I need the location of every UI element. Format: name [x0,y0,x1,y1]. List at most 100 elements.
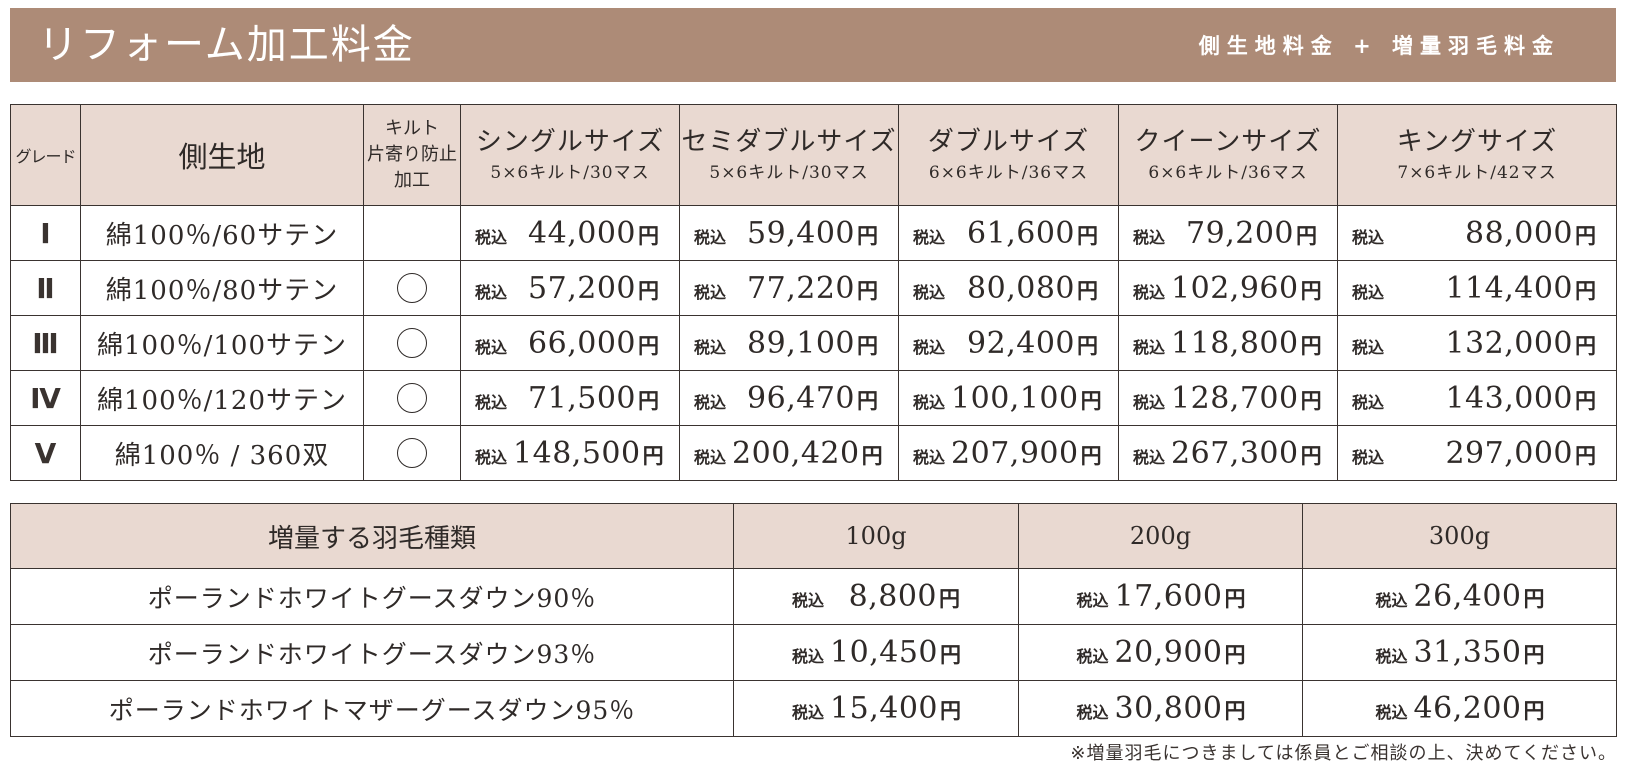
price-amount: 102,960 [1171,270,1299,306]
price-value: 税込 79,200 円 [1133,216,1317,251]
tax-label: 税込 [694,392,727,412]
tax-label: 税込 [913,337,946,357]
yen-label: 円 [861,443,883,468]
tax-label: 税込 [1352,227,1385,247]
header-quilt-label: キルト 片寄り防止 加工 [367,118,457,191]
size-name: ダブルサイズ [927,127,1090,157]
yen-label: 円 [1224,699,1246,723]
size-spec: 6×6キルト/36マス [928,163,1089,183]
price-cell: 税込 71,500 円 [460,370,680,426]
price-value: 税込 46,200 円 [1376,691,1545,726]
grade-cell: Ⅲ [10,315,81,371]
tax-label: 税込 [475,282,508,302]
yen-label: 円 [1077,223,1098,248]
table-row: Ⅲ 綿100％/100サテン 税込 66,000 円税込 89,100 円税込 92,400 円… [10,315,1617,371]
price-value: 税込 80,080 円 [913,271,1098,306]
price-cell: 税込 59,400 円 [679,205,899,261]
price-cell: 税込 148,500 円 [460,425,680,481]
tax-label: 税込 [1076,591,1109,610]
yen-label: 円 [1224,587,1246,611]
price-amount: 10,450 [830,635,938,670]
price-value: 税込 44,000 円 [475,216,659,251]
yen-label: 円 [1575,443,1596,468]
price-cell: 税込 128,700 円 [1118,370,1338,426]
grade-cell: Ⅳ [10,370,81,426]
header-grade: グレード [10,104,81,206]
price-value: 税込 114,400 円 [1352,271,1596,306]
header-size-double: ダブルサイズ 6×6キルト/36マス [898,104,1119,206]
price-amount: 80,080 [967,270,1075,306]
tax-label: 税込 [1076,647,1109,666]
circle-mark-icon [397,383,427,413]
price-value: 税込 17,600 円 [1076,579,1246,614]
table-row: Ⅰ 綿100％/60サテン 税込 44,000 円税込 59,400 円税込 61,600 円税… [10,205,1617,261]
price-cell: 税込 100,100 円 [898,370,1119,426]
price-table: グレード 側生地 キルト 片寄り防止 加工 シングルサイズ 5×6キルト/30マ… [10,104,1617,481]
price-value: 税込 20,900 円 [1076,635,1246,670]
price-amount: 15,400 [830,691,938,726]
price-table-body: Ⅰ 綿100％/60サテン 税込 44,000 円税込 59,400 円税込 61,600 円税… [10,205,1617,481]
price-amount: 66,000 [528,325,636,361]
price-amount: 89,100 [747,325,855,361]
size-name: キングサイズ [1396,127,1558,157]
price-amount: 88,000 [1465,215,1573,251]
yen-label: 円 [857,388,878,413]
header-quilt: キルト 片寄り防止 加工 [363,104,461,206]
fabric-cell: 綿100％/60サテン [80,205,364,261]
tax-label: 税込 [1133,227,1166,247]
yen-label: 円 [857,333,878,358]
price-value: 税込 77,220 円 [694,271,878,306]
price-amount: 31,350 [1413,635,1522,670]
header-size-king: キングサイズ 7×6キルト/42マス [1337,104,1617,206]
size-spec: 7×6キルト/42マス [1397,163,1557,183]
price-value: 税込 148,500 円 [475,435,664,471]
tax-label: 税込 [694,447,727,467]
price-amount: 207,900 [951,435,1079,471]
price-cell: 税込 88,000 円 [1337,205,1617,261]
price-amount: 77,220 [747,270,855,306]
price-cell: 税込 30,800 円 [1018,680,1303,737]
price-value: 税込 297,000 円 [1352,436,1596,471]
price-amount: 30,800 [1114,691,1223,726]
yen-label: 円 [638,333,659,358]
fabric-cell: 綿100％ / 360双 [80,425,364,481]
table-row: Ⅱ 綿100％/80サテン 税込 57,200 円税込 77,220 円税込 80,080 円税… [10,260,1617,316]
price-cell: 税込 132,000 円 [1337,315,1617,371]
tax-label: 税込 [694,282,727,302]
price-value: 税込 118,800 円 [1133,326,1322,361]
yen-label: 円 [1300,388,1322,413]
price-table-header-row: グレード 側生地 キルト 片寄り防止 加工 シングルサイズ 5×6キルト/30マ… [10,104,1617,206]
header-gram-300: 300g [1302,503,1617,569]
size-name: シングルサイズ [475,127,665,157]
header-size-queen: クイーンサイズ 6×6キルト/36マス [1118,104,1338,206]
size-name: セミダブルサイズ [681,127,897,157]
price-cell: 税込 207,900 円 [898,425,1119,481]
price-amount: 143,000 [1445,380,1573,416]
price-value: 税込 96,470 円 [694,381,878,416]
grade-cell: Ⅴ [10,425,81,481]
price-cell: 税込 57,200 円 [460,260,680,316]
price-amount: 46,200 [1413,691,1522,726]
price-cell: 税込 96,470 円 [679,370,899,426]
table-row: ポーランドホワイトグースダウン90％ 税込 8,800 円税込 17,600 円税込 26,… [10,568,1617,625]
tax-label: 税込 [792,647,825,666]
size-spec: 5×6キルト/30マス [709,163,869,183]
price-amount: 114,400 [1445,270,1573,306]
price-value: 税込 100,100 円 [913,381,1102,416]
price-amount: 26,400 [1413,579,1522,614]
yen-label: 円 [1575,333,1596,358]
price-amount: 267,300 [1171,435,1299,471]
price-amount: 148,500 [513,435,641,471]
quilt-cell [363,315,461,371]
yen-label: 円 [940,699,961,723]
page-title: リフォーム加工料金 [38,22,415,68]
header-down-type: 増量する羽毛種類 [10,503,734,569]
price-value: 税込 26,400 円 [1376,579,1545,614]
header-gram-100: 100g [733,503,1019,569]
down-table-body: ポーランドホワイトグースダウン90％ 税込 8,800 円税込 17,600 円税込 26,… [10,568,1617,737]
yen-label: 円 [638,388,659,413]
price-cell: 税込 26,400 円 [1302,568,1617,625]
yen-label: 円 [1575,388,1596,413]
price-amount: 132,000 [1445,325,1573,361]
yen-label: 円 [1296,223,1317,248]
